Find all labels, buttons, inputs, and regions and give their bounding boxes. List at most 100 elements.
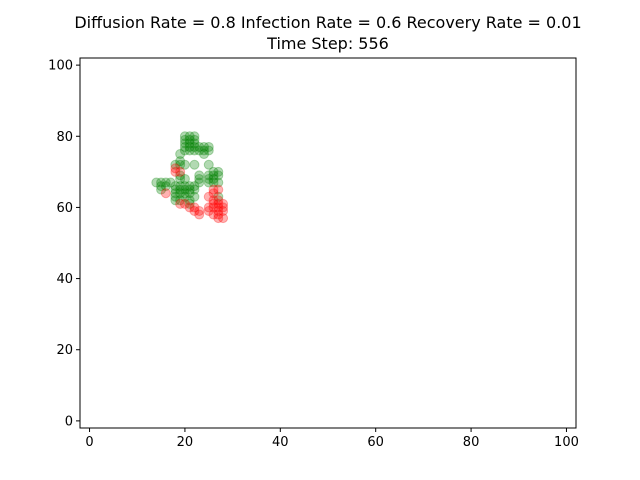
- scatter-point: [175, 198, 186, 209]
- scatter-point: [179, 191, 190, 202]
- scatter-point: [184, 184, 195, 195]
- scatter-point: [170, 181, 181, 192]
- scatter-point: [203, 170, 214, 181]
- scatter-point: [184, 198, 195, 209]
- scatter-point: [170, 163, 181, 174]
- scatter-point: [199, 149, 209, 160]
- scatter-point: [179, 159, 190, 170]
- chart-title-line2: Time Step: 556: [266, 34, 389, 53]
- scatter-point: [208, 177, 219, 188]
- scatter-point: [199, 141, 209, 152]
- y-tick-label: 20: [56, 343, 73, 358]
- scatter-point: [175, 166, 186, 177]
- y-tick-label: 0: [65, 414, 73, 429]
- scatter-point: [175, 188, 186, 199]
- scatter-point: [213, 195, 224, 206]
- scatter-point: [218, 213, 229, 224]
- scatter-point: [189, 191, 200, 202]
- y-axis: 0 20 40 60 80 100: [48, 59, 80, 429]
- scatter-point: [160, 177, 171, 188]
- scatter-point: [179, 188, 190, 199]
- scatter-point: [184, 202, 195, 213]
- scatter-point: [160, 188, 171, 199]
- x-tick-label: 80: [463, 435, 480, 450]
- scatter-point: [184, 134, 195, 145]
- scatter-point: [175, 173, 186, 184]
- scatter-point: [208, 188, 219, 199]
- scatter-point: [208, 202, 219, 213]
- scatter-point: [189, 205, 200, 216]
- scatter-point: [175, 159, 186, 170]
- scatter-point: [175, 195, 186, 206]
- scatter-point: [208, 195, 219, 206]
- scatter-point: [208, 198, 219, 209]
- scatter-point: [184, 145, 195, 156]
- scatter-point: [160, 181, 171, 192]
- scatter-point: [175, 170, 186, 181]
- scatter-point: [218, 202, 229, 213]
- scatter-point: [189, 141, 200, 152]
- scatter-point: [179, 184, 190, 195]
- chart-title-line1: Diffusion Rate = 0.8 Infection Rate = 0.…: [74, 13, 581, 32]
- scatter-point: [179, 198, 190, 209]
- plot-frame: [79, 57, 577, 429]
- scatter-point: [189, 181, 200, 192]
- scatter-point: [179, 141, 190, 152]
- scatter-point: [184, 138, 195, 149]
- scatter-point: [194, 145, 205, 156]
- scatter-point: [189, 145, 200, 156]
- scatter-point: [179, 145, 190, 156]
- scatter-point: [213, 177, 224, 188]
- scatter-point: [170, 184, 181, 195]
- y-tick-label: 100: [48, 59, 73, 74]
- scatter-point: [179, 138, 190, 149]
- scatter-point: [218, 198, 229, 209]
- scatter-point: [203, 177, 214, 188]
- scatter-point: [170, 159, 181, 170]
- scatter-point: [194, 141, 205, 152]
- scatter-point: [175, 156, 186, 167]
- scatter-point: [213, 209, 224, 220]
- scatter-point: [208, 173, 219, 184]
- scatter-point: [151, 177, 162, 188]
- scatter-point: [194, 173, 205, 184]
- scatter-point: [213, 198, 224, 209]
- scatter-point: [179, 173, 190, 184]
- scatter-point: [208, 166, 219, 177]
- scatter-point: [203, 141, 214, 152]
- y-tick-label: 80: [56, 130, 73, 145]
- scatter-point: [189, 131, 200, 142]
- scatter-point: [184, 188, 195, 199]
- scatter-point: [203, 173, 214, 184]
- scatter-point: [194, 209, 205, 220]
- x-tick-label: 100: [554, 435, 579, 450]
- scatter-point: [208, 170, 219, 181]
- scatter-point: [194, 177, 205, 188]
- scatter-point: [203, 202, 214, 213]
- x-tick-label: 40: [272, 435, 289, 450]
- scatter-point: [170, 166, 181, 177]
- scatter-point: [184, 195, 195, 206]
- x-tick-label: 20: [177, 435, 194, 450]
- scatter-point: [199, 145, 209, 156]
- scatter-point: [156, 177, 167, 188]
- scatter-point: [175, 149, 186, 160]
- scatter-point: [184, 131, 195, 142]
- scatter-point: [208, 184, 219, 195]
- scatter-point: [203, 145, 214, 156]
- scatter-point: [189, 134, 200, 145]
- scatter-point: [194, 170, 205, 181]
- scatter-point: [179, 131, 190, 142]
- scatter-point: [170, 195, 181, 206]
- scatter-point: [179, 181, 190, 192]
- scatter-point: [156, 184, 167, 195]
- scatter-point: [179, 134, 190, 145]
- x-tick-label: 60: [367, 435, 384, 450]
- scatter-point: [175, 181, 186, 192]
- scatter-point: [170, 191, 181, 202]
- scatter-point: [213, 166, 224, 177]
- scatter-point: [213, 202, 224, 213]
- scatter-point: [213, 205, 224, 216]
- scatter-point: [213, 184, 224, 195]
- y-tick-label: 60: [56, 201, 73, 216]
